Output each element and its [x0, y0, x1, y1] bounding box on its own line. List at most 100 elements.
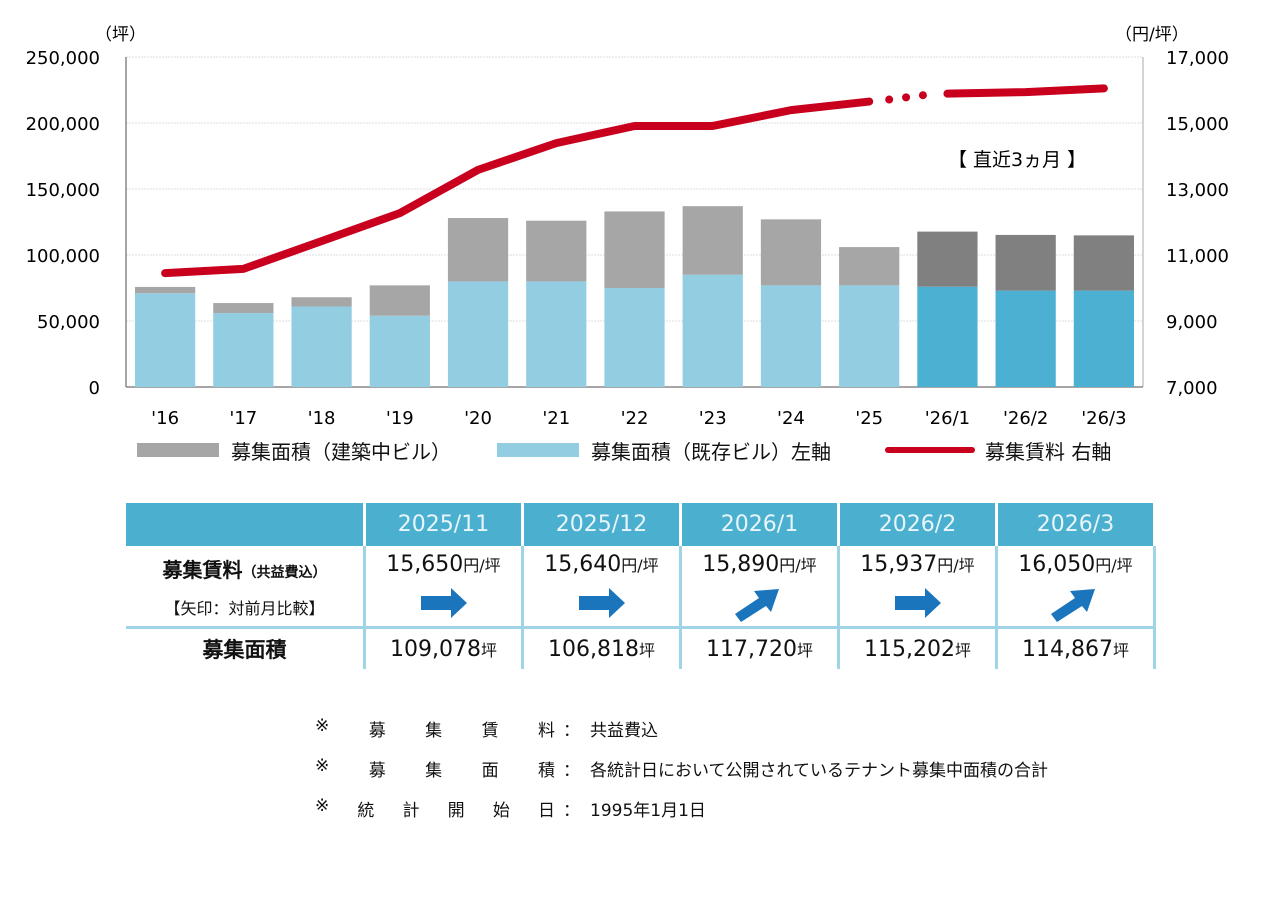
note-key-char: 日 [537, 800, 555, 821]
area-cell: 117,720坪 [680, 627, 840, 669]
left-tick-label: 100,000 [26, 246, 100, 267]
right-tick-label: 7,000 [1166, 378, 1218, 399]
column-header: 2026/2 [838, 503, 998, 546]
area-value: 114,867 [1022, 636, 1113, 662]
area-label: 募集面積 [202, 638, 287, 662]
rent-unit: 円/坪 [1095, 556, 1133, 575]
legend-label: 募集面積（既存ビル）左軸 [591, 439, 831, 464]
note-key-char: 集 [425, 720, 443, 741]
table-row-rent: 募集賃料（共益費込） 【矢印：対前月比較】 15,650円/坪 15,640円/坪… [126, 546, 1156, 629]
x-tick-label: '25 [855, 408, 883, 429]
x-tick-label: '26/1 [925, 408, 970, 429]
x-tick-label: '17 [229, 408, 257, 429]
rent-cell: 15,937円/坪 [838, 546, 998, 629]
arrow-right-icon [524, 587, 679, 619]
rent-cell: 16,050円/坪 [996, 546, 1156, 629]
row-label-rent: 募集賃料（共益費込） 【矢印：対前月比較】 [126, 546, 366, 629]
bar-existing [526, 281, 587, 387]
summary-table: 2025/11 2025/12 2026/1 2026/2 2026/3 募集賃… [126, 503, 1156, 669]
legend-item-existing: 募集面積（既存ビル）左軸 [497, 436, 831, 464]
area-cell: 114,867坪 [996, 627, 1156, 669]
table-header-row: 2025/11 2025/12 2026/1 2026/2 2026/3 [126, 503, 1156, 546]
column-header: 2026/3 [996, 503, 1156, 546]
right-tick-label: 9,000 [1166, 312, 1218, 333]
x-tick-label: '18 [308, 408, 336, 429]
right-tick-label: 17,000 [1166, 48, 1229, 69]
x-tick-label: '24 [777, 408, 805, 429]
left-tick-label: 0 [89, 378, 100, 399]
left-tick-label: 50,000 [37, 312, 100, 333]
legend-label: 募集賃料 右軸 [985, 439, 1112, 464]
bar-construction [369, 285, 430, 316]
area-unit: 坪 [480, 640, 497, 660]
legend-item-construction: 募集面積（建築中ビル） [137, 436, 451, 464]
rent-unit: 円/坪 [621, 556, 659, 575]
note-value: 1995年1月1日 [590, 800, 706, 821]
x-tick-label: '19 [386, 408, 414, 429]
x-tick-label: '16 [151, 408, 179, 429]
right-tick-label: 15,000 [1166, 114, 1229, 135]
rent-unit: 円/坪 [463, 556, 501, 575]
area-cell: 109,078坪 [364, 627, 524, 669]
note-value: 各統計日において公開されているテナント募集中面積の合計 [590, 760, 1048, 781]
left-tick-label: 200,000 [26, 114, 100, 135]
rent-label: 募集賃料 [162, 558, 243, 582]
arrow-right-icon [840, 587, 995, 619]
header-blank [126, 503, 366, 546]
legend-item-rent: 募集賃料 右軸 [885, 436, 1111, 464]
rent-value: 15,937 [860, 552, 938, 577]
x-tick-label: '22 [621, 408, 649, 429]
x-tick-label: '26/2 [1003, 408, 1048, 429]
arrow-legend-label: 【矢印：対前月比較】 [164, 599, 325, 618]
legend-swatch [885, 447, 975, 453]
bar-existing [134, 293, 196, 387]
rent-unit: 円/坪 [937, 556, 975, 575]
arrow-right-icon [366, 587, 521, 619]
left-tick-label: 150,000 [26, 180, 100, 201]
area-value: 109,078 [390, 636, 481, 662]
bar-construction [995, 234, 1056, 291]
bar-existing [917, 286, 978, 387]
bar-existing [447, 281, 509, 387]
legend-swatch [137, 443, 219, 457]
bar-existing [760, 285, 822, 387]
area-unit: 坪 [638, 640, 655, 660]
note-key-char: 面 [481, 760, 499, 781]
rent-cell: 15,890円/坪 [680, 546, 840, 629]
x-tick-label: '20 [464, 408, 492, 429]
rent-value: 15,650 [386, 552, 464, 577]
arrow-up-right-icon [998, 587, 1153, 623]
left-tick-label: 250,000 [26, 48, 100, 69]
bar-construction [682, 206, 743, 275]
bar-construction [447, 218, 509, 282]
note-key-char: 料 [538, 720, 555, 741]
legend-swatch [497, 443, 579, 457]
column-header: 2025/12 [522, 503, 682, 546]
rent-value: 16,050 [1018, 552, 1096, 577]
rent-sublabel: （共益費込） [242, 565, 327, 581]
note-key-char: 始 [492, 800, 510, 821]
recent-annotation: 【 直近3ヵ月 】 [948, 149, 1086, 171]
right-axis-unit: （円/坪） [1115, 25, 1189, 45]
left-axis-unit: （坪） [95, 25, 146, 45]
bar-construction [134, 286, 196, 294]
bar-construction [604, 211, 665, 288]
note-key-char: 計 [402, 800, 420, 821]
rent-value: 15,640 [544, 552, 622, 577]
column-header: 2026/1 [680, 503, 840, 546]
x-tick-label: '26/3 [1081, 408, 1126, 429]
area-cell: 106,818坪 [522, 627, 682, 669]
bar-construction [291, 297, 352, 307]
note-mark: ※ [315, 755, 330, 776]
x-tick-label: '21 [542, 408, 570, 429]
right-tick-label: 11,000 [1166, 246, 1229, 267]
bar-existing [291, 306, 352, 387]
bar-construction [760, 219, 822, 286]
note-mark: ※ [315, 795, 330, 816]
bar-existing [995, 290, 1056, 387]
note-key-char: 統 [357, 800, 375, 821]
arrow-up-right-icon [682, 587, 837, 623]
area-cell: 115,202坪 [838, 627, 998, 669]
rent-line-dotted [885, 89, 940, 104]
rent-unit: 円/坪 [779, 556, 817, 575]
